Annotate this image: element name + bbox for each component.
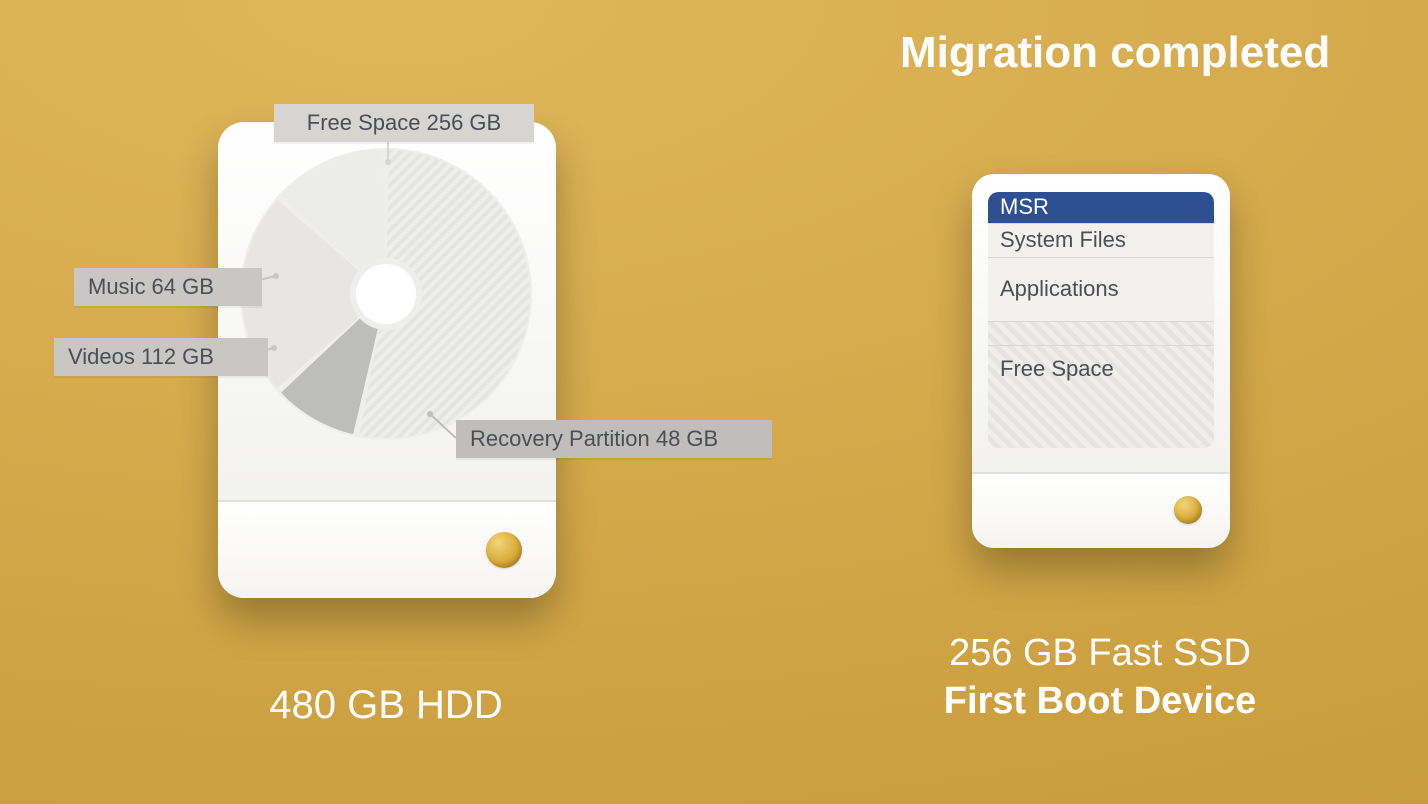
callout-videos: Videos 112 GB xyxy=(54,338,268,376)
ssd-row-2: Applications xyxy=(988,258,1214,322)
ssd-caption-line1: 256 GB Fast SSD xyxy=(840,630,1360,678)
ssd-row-label: MSR xyxy=(1000,194,1049,220)
callout-recovery: Recovery Partition 48 GB xyxy=(456,420,772,458)
callout-free: Free Space 256 GB xyxy=(274,104,534,142)
ssd-row-label: Applications xyxy=(1000,276,1119,302)
ssd-row-0: MSR xyxy=(988,192,1214,224)
hdd-drive-seam xyxy=(218,500,556,502)
hdd-caption-text: 480 GB HDD xyxy=(186,680,586,730)
hdd-drive-led-icon xyxy=(486,532,522,568)
ssd-caption-line2: First Boot Device xyxy=(840,678,1360,726)
ssd-row-4: Free Space xyxy=(988,346,1214,448)
ssd-row-1: System Files xyxy=(988,224,1214,258)
ssd-row-label: Free Space xyxy=(1000,356,1114,382)
page-title: Migration completed xyxy=(900,28,1330,78)
hdd-caption: 480 GB HDD xyxy=(186,680,586,730)
ssd-drive-led-icon xyxy=(1174,496,1202,524)
ssd-caption: 256 GB Fast SSDFirst Boot Device xyxy=(840,630,1360,725)
ssd-drive-seam xyxy=(972,472,1230,474)
ssd-row-label: System Files xyxy=(1000,227,1126,253)
hdd-pie-chart xyxy=(236,144,536,444)
infographic-stage: Migration completed Free Space 256 GB Musi… xyxy=(0,0,1428,804)
ssd-row-3 xyxy=(988,322,1214,346)
ssd-partition-panel: MSR System Files Applications Free Space xyxy=(988,192,1214,448)
callout-music: Music 64 GB xyxy=(74,268,262,306)
